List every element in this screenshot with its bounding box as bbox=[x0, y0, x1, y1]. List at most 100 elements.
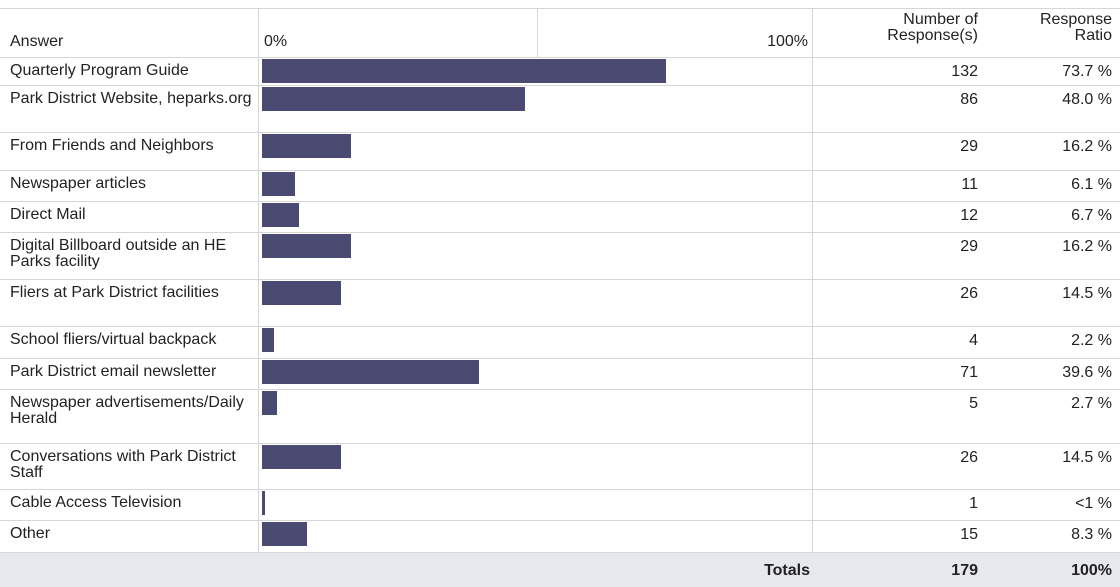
ratio: 6.7 % bbox=[1071, 207, 1112, 224]
row-line bbox=[0, 443, 1120, 444]
answer-label: Park District email newsletter bbox=[10, 363, 217, 380]
ratio-bar bbox=[262, 234, 351, 258]
ratio: 16.2 % bbox=[1062, 238, 1112, 255]
answer-label: Other bbox=[10, 525, 51, 542]
count: 86 bbox=[960, 91, 978, 108]
answer-label: Digital Billboard outside an HE Parks fa… bbox=[10, 237, 227, 270]
ratio-bar bbox=[262, 391, 277, 415]
row-line bbox=[0, 520, 1120, 521]
col-line bbox=[258, 389, 259, 443]
answer-label: Newspaper articles bbox=[10, 175, 147, 192]
ratio-bar bbox=[262, 445, 342, 469]
col-line bbox=[258, 201, 259, 232]
ratio-bar bbox=[262, 328, 275, 352]
header-separator bbox=[537, 8, 538, 57]
row-line bbox=[0, 489, 1120, 490]
answer-label: Conversations with Park District Staff bbox=[10, 448, 236, 481]
col-line bbox=[258, 358, 259, 389]
col-line bbox=[812, 443, 813, 489]
totals-bg bbox=[0, 553, 1120, 587]
ratio-bar bbox=[262, 87, 526, 111]
answer-label: Fliers at Park District facilities bbox=[10, 284, 219, 301]
count: 12 bbox=[960, 207, 978, 224]
ratio: 16.2 % bbox=[1062, 138, 1112, 155]
ratio-bar bbox=[262, 172, 296, 196]
col-line bbox=[812, 358, 813, 389]
ratio-bar bbox=[262, 281, 342, 305]
ratio: <1 % bbox=[1075, 495, 1112, 512]
answer-label: Cable Access Television bbox=[10, 494, 182, 511]
row-line bbox=[0, 132, 1120, 133]
row-line bbox=[0, 552, 1120, 553]
col-line bbox=[258, 279, 259, 326]
col-line bbox=[258, 520, 259, 552]
col-line bbox=[258, 132, 259, 170]
totals-label: Totals bbox=[764, 562, 810, 579]
row-line bbox=[0, 358, 1120, 359]
ratio: 2.7 % bbox=[1071, 395, 1112, 412]
ratio: 39.6 % bbox=[1062, 364, 1112, 381]
row-line bbox=[0, 170, 1120, 171]
col-line bbox=[258, 232, 259, 279]
count: 15 bbox=[960, 526, 978, 543]
ratio: 73.7 % bbox=[1062, 63, 1112, 80]
col-line bbox=[812, 279, 813, 326]
col-line bbox=[812, 57, 813, 85]
count: 71 bbox=[960, 364, 978, 381]
answer-label: Quarterly Program Guide bbox=[10, 62, 189, 79]
row-line bbox=[0, 201, 1120, 202]
row-line bbox=[0, 326, 1120, 327]
count: 4 bbox=[969, 332, 978, 349]
col-line bbox=[258, 170, 259, 201]
col-line bbox=[812, 232, 813, 279]
answer-label: School fliers/virtual backpack bbox=[10, 331, 217, 348]
scale-label: 100% bbox=[767, 33, 808, 50]
answer-label: From Friends and Neighbors bbox=[10, 137, 214, 154]
scale-label: 0% bbox=[264, 33, 288, 50]
col-line bbox=[812, 389, 813, 443]
count: 29 bbox=[960, 138, 978, 155]
header-separator bbox=[812, 8, 813, 57]
col-line bbox=[812, 170, 813, 201]
col-line bbox=[258, 489, 259, 520]
totals-count: 179 bbox=[951, 562, 978, 579]
ratio-bar bbox=[262, 59, 666, 83]
col-line bbox=[258, 326, 259, 358]
row-line bbox=[0, 57, 1120, 58]
header-separator bbox=[258, 8, 259, 57]
col-line bbox=[812, 520, 813, 552]
count: 5 bbox=[969, 395, 978, 412]
ratio: 2.2 % bbox=[1071, 332, 1112, 349]
count: 11 bbox=[961, 176, 978, 193]
row-line bbox=[0, 85, 1120, 86]
col-line bbox=[812, 489, 813, 520]
ratio: 14.5 % bbox=[1062, 285, 1112, 302]
count: 26 bbox=[960, 285, 978, 302]
count: 26 bbox=[960, 449, 978, 466]
col-line bbox=[812, 201, 813, 232]
ratio-bar bbox=[262, 134, 351, 158]
row-line bbox=[0, 232, 1120, 233]
header-ratio: Response Ratio bbox=[1039, 11, 1112, 44]
answer-label: Park District Website, heparks.org bbox=[10, 90, 252, 107]
col-line bbox=[812, 85, 813, 132]
ratio-bar bbox=[262, 360, 479, 384]
col-line bbox=[258, 57, 259, 85]
ratio: 6.1 % bbox=[1071, 176, 1112, 193]
count: 132 bbox=[951, 63, 978, 80]
ratio-bar bbox=[262, 203, 299, 227]
count: 1 bbox=[969, 495, 978, 512]
ratio-bar bbox=[262, 522, 308, 546]
header-count: Number of Response(s) bbox=[887, 11, 978, 44]
col-line bbox=[258, 85, 259, 132]
count: 29 bbox=[960, 238, 978, 255]
ratio: 8.3 % bbox=[1071, 526, 1112, 543]
row-line bbox=[0, 279, 1120, 280]
col-line bbox=[812, 132, 813, 170]
totals-ratio: 100% bbox=[1071, 562, 1112, 579]
header-answer: Answer bbox=[10, 33, 64, 50]
answer-label: Newspaper advertisements/Daily Herald bbox=[10, 394, 244, 427]
header-top-line bbox=[0, 8, 1120, 9]
ratio: 48.0 % bbox=[1062, 91, 1112, 108]
